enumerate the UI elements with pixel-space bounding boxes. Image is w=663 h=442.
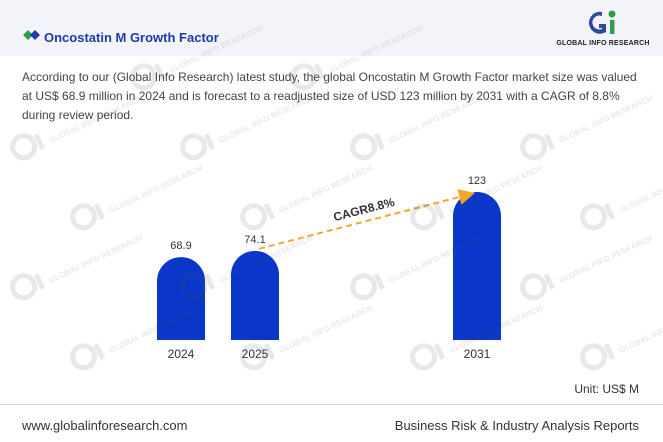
diamond-icon [23,30,40,40]
logo-mark-icon [588,10,616,34]
cagr-arrow [258,189,475,250]
bar-2031 [453,192,501,340]
x-tick-2031: 2031 [464,347,491,361]
value-label-2025: 74.1 [244,234,265,246]
page-title: Oncostatin M Growth Factor [44,30,219,45]
x-tick-2024: 2024 [168,347,195,361]
market-description: According to our (Global Info Research) … [22,70,637,122]
logo-text: GLOBAL INFO RESEARCH [556,40,650,47]
cagr-label: CAGR8.8% [332,195,397,224]
unit-label: Unit: US$ M [574,382,639,396]
value-label-2024: 68.9 [170,240,191,252]
bar-2025 [231,250,279,340]
company-logo: GLOBAL INFO RESEARCH [548,8,658,52]
footer-tagline: Business Risk & Industry Analysis Report… [394,418,639,433]
header-bar: Oncostatin M Growth Factor GLOBAL INFO R… [0,0,663,56]
x-tick-2025: 2025 [242,347,269,361]
website-link[interactable]: www.globalinforesearch.com [22,418,188,433]
bar-2024 [157,257,205,340]
footer-divider [0,404,663,405]
value-label-2031: 123 [468,175,486,187]
